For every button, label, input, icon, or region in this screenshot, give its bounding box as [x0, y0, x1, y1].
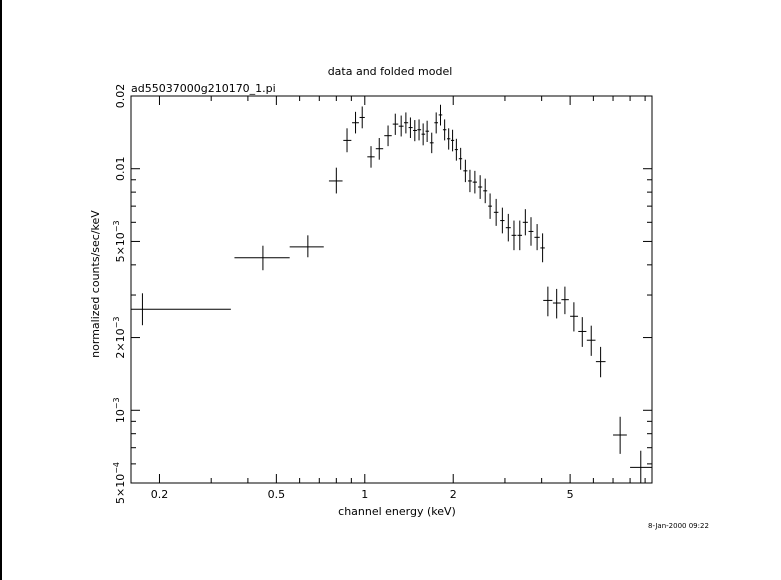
- x-tick-label: 0.5: [268, 488, 286, 501]
- data-point: [398, 115, 404, 137]
- data-point: [500, 207, 505, 234]
- data-point: [613, 416, 627, 454]
- timestamp-label: 8-Jan-2000 09:22: [648, 522, 709, 530]
- y-tick-label: 0.02: [114, 84, 127, 109]
- data-point: [517, 220, 523, 251]
- y-tick-label: 5×10−4: [112, 462, 127, 504]
- plot-frame: [130, 95, 653, 484]
- data-point: [450, 129, 455, 152]
- data-point: [413, 120, 417, 142]
- data-point: [425, 120, 430, 143]
- data-point: [359, 106, 365, 129]
- data-point: [289, 235, 324, 258]
- window-left-edge: [0, 0, 2, 580]
- chart-subtitle: ad55037000g210170_1.pi: [131, 82, 276, 95]
- data-point: [493, 198, 499, 226]
- data-point: [543, 286, 553, 317]
- y-tick-label: 10−3: [112, 397, 127, 423]
- data-point: [463, 159, 468, 183]
- data-point: [552, 288, 561, 319]
- data-point: [421, 123, 426, 146]
- data-point: [404, 112, 409, 134]
- data-point: [522, 209, 528, 236]
- data-point: [540, 233, 545, 263]
- data-point: [131, 293, 231, 326]
- x-tick-label: 0.2: [151, 488, 169, 501]
- data-point: [505, 213, 511, 242]
- data-point: [570, 302, 579, 332]
- data-point: [234, 245, 290, 271]
- data-point: [343, 128, 352, 153]
- data-point: [483, 178, 488, 204]
- data-point: [447, 128, 451, 150]
- data-point: [429, 132, 434, 154]
- data-point: [467, 169, 472, 193]
- data-point: [472, 170, 478, 194]
- data-point: [534, 224, 540, 251]
- axis-tick-labels: 0.2 0.5 1 2 5 5×10−4 10−3 2×10−3 5×10−3 0.01 0.02: [112, 84, 574, 504]
- data-point: [586, 325, 596, 356]
- data-point: [595, 346, 606, 378]
- data-point: [375, 138, 384, 160]
- data-point: [438, 104, 443, 126]
- y-tick-label: 2×10−3: [112, 317, 127, 359]
- data-point: [352, 111, 359, 134]
- data-point: [454, 138, 458, 161]
- data-point: [528, 217, 534, 246]
- data-point: [478, 175, 483, 199]
- chart-title: data and folded model: [328, 65, 453, 78]
- x-tick-label: 5: [567, 488, 574, 501]
- data-point: [511, 220, 517, 251]
- data-point: [578, 317, 587, 347]
- y-tick-label: 5×10−3: [112, 220, 127, 262]
- data-point: [367, 146, 375, 168]
- data-points: [131, 104, 652, 483]
- x-tick-label: 2: [450, 488, 457, 501]
- data-point: [561, 286, 569, 315]
- data-point: [458, 147, 463, 170]
- y-tick-label: 0.01: [114, 156, 127, 181]
- data-point: [488, 193, 492, 219]
- data-point: [434, 112, 438, 134]
- data-point: [417, 119, 422, 141]
- y-axis-label: normalized counts/sec/keV: [89, 210, 102, 358]
- data-point: [442, 119, 447, 141]
- data-point: [630, 450, 652, 483]
- axis-ticks: [131, 95, 652, 484]
- data-point: [392, 113, 399, 135]
- x-axis-label: channel energy (keV): [338, 505, 456, 518]
- data-point: [384, 125, 392, 147]
- data-point: [408, 117, 413, 139]
- data-point: [328, 167, 343, 194]
- x-tick-label: 1: [361, 488, 368, 501]
